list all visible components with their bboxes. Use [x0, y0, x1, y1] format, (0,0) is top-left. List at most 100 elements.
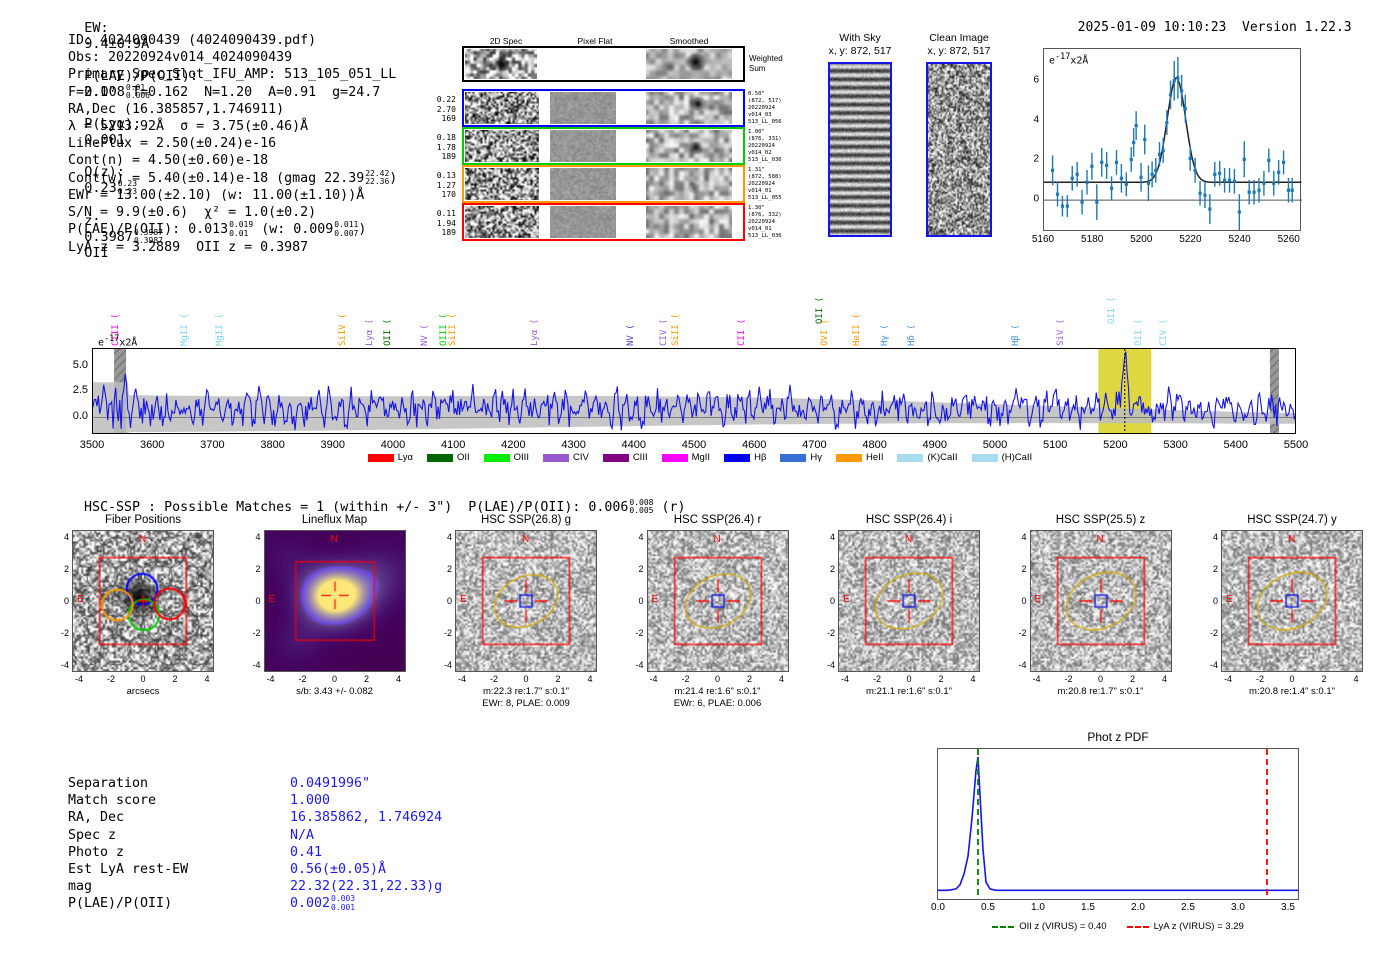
spectrum-xtick: 3600 — [139, 439, 165, 451]
cutout-image-2 — [455, 530, 597, 672]
spec2d-fiber-flat — [550, 206, 616, 238]
spec2d-row-left-labels: 0.22 2.70 169 — [422, 95, 456, 124]
spectrum-legend-item: CIII — [602, 452, 648, 463]
spectrum-xtick: 5000 — [982, 439, 1008, 451]
spec2d-title-pixelflat: Pixel Flat — [577, 36, 613, 46]
plae-pre: P(LAE)/P(OII): 0.013 — [68, 222, 229, 238]
hsc-hi: 0.008 — [629, 498, 654, 507]
spec2d-row-right-value-2: 20220924 — [748, 105, 775, 111]
spectrum-xtick: 5100 — [1042, 439, 1068, 451]
cutout-xtick: -2 — [872, 674, 882, 684]
emission-line-label: Lyα ( — [365, 318, 376, 346]
version-label: Version 1.22.3 — [1242, 20, 1352, 35]
spec2d-row-right-value-1: (872, 517) — [748, 98, 782, 104]
spec2d-row-right-value-1: (872, 508) — [748, 174, 782, 180]
hsc-header-post: (r) — [661, 500, 686, 516]
info-line-fit: F=2.1" T=0.162 N=1.20 A=0.91 g=24.7 — [68, 84, 381, 100]
spectrum-legend-swatch — [602, 453, 629, 462]
cutout-ytick: 2 — [446, 564, 452, 574]
spec2d-row-right-value-1: (876, 331) — [748, 136, 782, 142]
cutout-xtick: 0 — [1289, 674, 1295, 684]
cutout-xtick: -4 — [649, 674, 658, 684]
spectrum-xtick: 4000 — [380, 439, 406, 451]
cutout-ytick: -4 — [635, 660, 644, 670]
timestamp-version: 2025-01-09 10:10:23 Version 1.22.3 — [1062, 5, 1352, 35]
cutout-sub1-2: m:22.3 re:1.7" s:0.1" — [483, 686, 569, 697]
cutout-ytick: 0 — [1021, 596, 1027, 606]
cutout-title-5: HSC SSP(25.5) z — [1055, 514, 1146, 526]
cutout-ytick: -2 — [443, 628, 452, 638]
spec2d-row-right-value-0: 1.31" — [748, 167, 765, 173]
match-table-key: Est LyA rest-EW — [68, 862, 189, 877]
photz-legend-swatch — [992, 925, 1015, 928]
info-plae-lo: 0.01 — [229, 228, 249, 238]
spec2d-title-smoothed: Smoothed — [669, 36, 709, 46]
cutout-ytick: -2 — [60, 628, 69, 638]
cutout-ytick: 0 — [829, 596, 835, 606]
spec2d-row-left-labels: 0.18 1.78 189 — [422, 133, 456, 162]
line-profile-ytick: 6 — [1033, 74, 1039, 86]
spec2d-row-right-value-0: 0.50" — [748, 91, 765, 97]
info-plaew-lo: 0.007 — [334, 228, 359, 238]
cutout-xtick: -2 — [1255, 674, 1265, 684]
spectrum-legend-swatch — [836, 453, 863, 462]
spectrum-legend-label: Lyα — [397, 452, 413, 463]
cutout-image-3 — [646, 530, 789, 672]
cutout-sub1-4: m:21.1 re:1.6" s:0.1" — [866, 686, 952, 697]
photz-xtick: 3.5 — [1281, 902, 1295, 913]
spectrum-xtick: 4200 — [501, 439, 526, 451]
spec2d-row-left-value-1: 1.94 — [436, 218, 456, 228]
spec2d-row-right-value-4: 513_LL_036 — [748, 157, 782, 163]
photz-xtick: 1.5 — [1081, 902, 1095, 913]
spectrum-ytick: 5.0 — [72, 358, 88, 371]
sky-panel-image-1 — [926, 62, 992, 237]
spec2d-row-right-value-0: 1.00" — [748, 129, 765, 135]
cutout-xtick: -4 — [74, 674, 84, 684]
spectrum-legend-swatch — [367, 453, 394, 462]
spectrum-legend-label: OII — [456, 452, 470, 463]
emission-line-label: HeII ( — [851, 313, 862, 346]
line-profile-plot — [1043, 48, 1302, 231]
cutout-ytick: -2 — [826, 628, 835, 638]
spectrum-legend-swatch — [780, 453, 807, 462]
plae-label: P(LAE)/P(OII): — [84, 68, 199, 84]
info-plaew-hi: 0.011 — [334, 220, 359, 230]
spec2d-fiber-raw — [465, 168, 539, 200]
match-table-value: 0.0491996" — [290, 776, 371, 791]
spectrum-legend-item: OII — [426, 452, 470, 463]
cutout-xtick: 2 — [938, 674, 944, 684]
spectrum-xtick: 4500 — [681, 439, 707, 451]
spec2d-row-right-value-2: 20220924 — [748, 219, 775, 225]
spec2d-row-left-value-0: 0.22 — [436, 95, 456, 104]
cutout-ytick: 2 — [1021, 564, 1027, 574]
cutout-image-0 — [72, 530, 214, 672]
contw-hi: 22.42 — [365, 168, 390, 178]
cutout-sub2-3: EWr: 6, PLAE: 0.006 — [673, 698, 762, 709]
line-profile-flux-annotation: e-17x2Å — [1049, 52, 1089, 67]
info-line-contn: Cont(n) = 4.50(±0.60)e-18 — [68, 153, 269, 169]
spectrum-legend-item: Hβ — [724, 452, 766, 463]
spectrum-legend-label: (H)CaII — [1001, 452, 1033, 463]
compass-n-icon: N — [905, 534, 913, 545]
photz-xtick: 2.5 — [1181, 902, 1195, 913]
info-plae-hi: 0.019 — [229, 220, 254, 230]
spectrum-legend-swatch — [483, 453, 510, 462]
cutout-xtick: 0 — [331, 674, 338, 684]
spec2d-row-left-value-1: 1.27 — [436, 180, 456, 190]
cutout-xtick: -2 — [1064, 674, 1073, 684]
cutout-xtick: -2 — [298, 674, 307, 684]
plae-post: ) — [358, 222, 367, 238]
weighted-sum-label-1: Weighted — [749, 54, 783, 63]
cutout-ytick: -2 — [1018, 628, 1027, 638]
qz-value: 0.23 — [84, 180, 117, 197]
cutout-xtick: 0 — [906, 674, 912, 684]
spectrum-flux-annotation: e-17x2Å — [98, 334, 138, 349]
spec2d-row-right-value-0: 1.30" — [748, 205, 765, 211]
photz-xtick: 0.0 — [931, 902, 945, 913]
cutout-ytick: -2 — [252, 628, 261, 638]
info-line-primary: Primary Spec_Slot_IFU_AMP: 513_105_051_L… — [68, 67, 397, 83]
match-table-value: 0.56(±0.05)Å — [290, 862, 387, 877]
qz-label: Q(z): — [84, 164, 125, 181]
cutout-xtick: -2 — [106, 674, 116, 684]
spec2d-row-left-value-0: 0.11 — [436, 209, 456, 218]
